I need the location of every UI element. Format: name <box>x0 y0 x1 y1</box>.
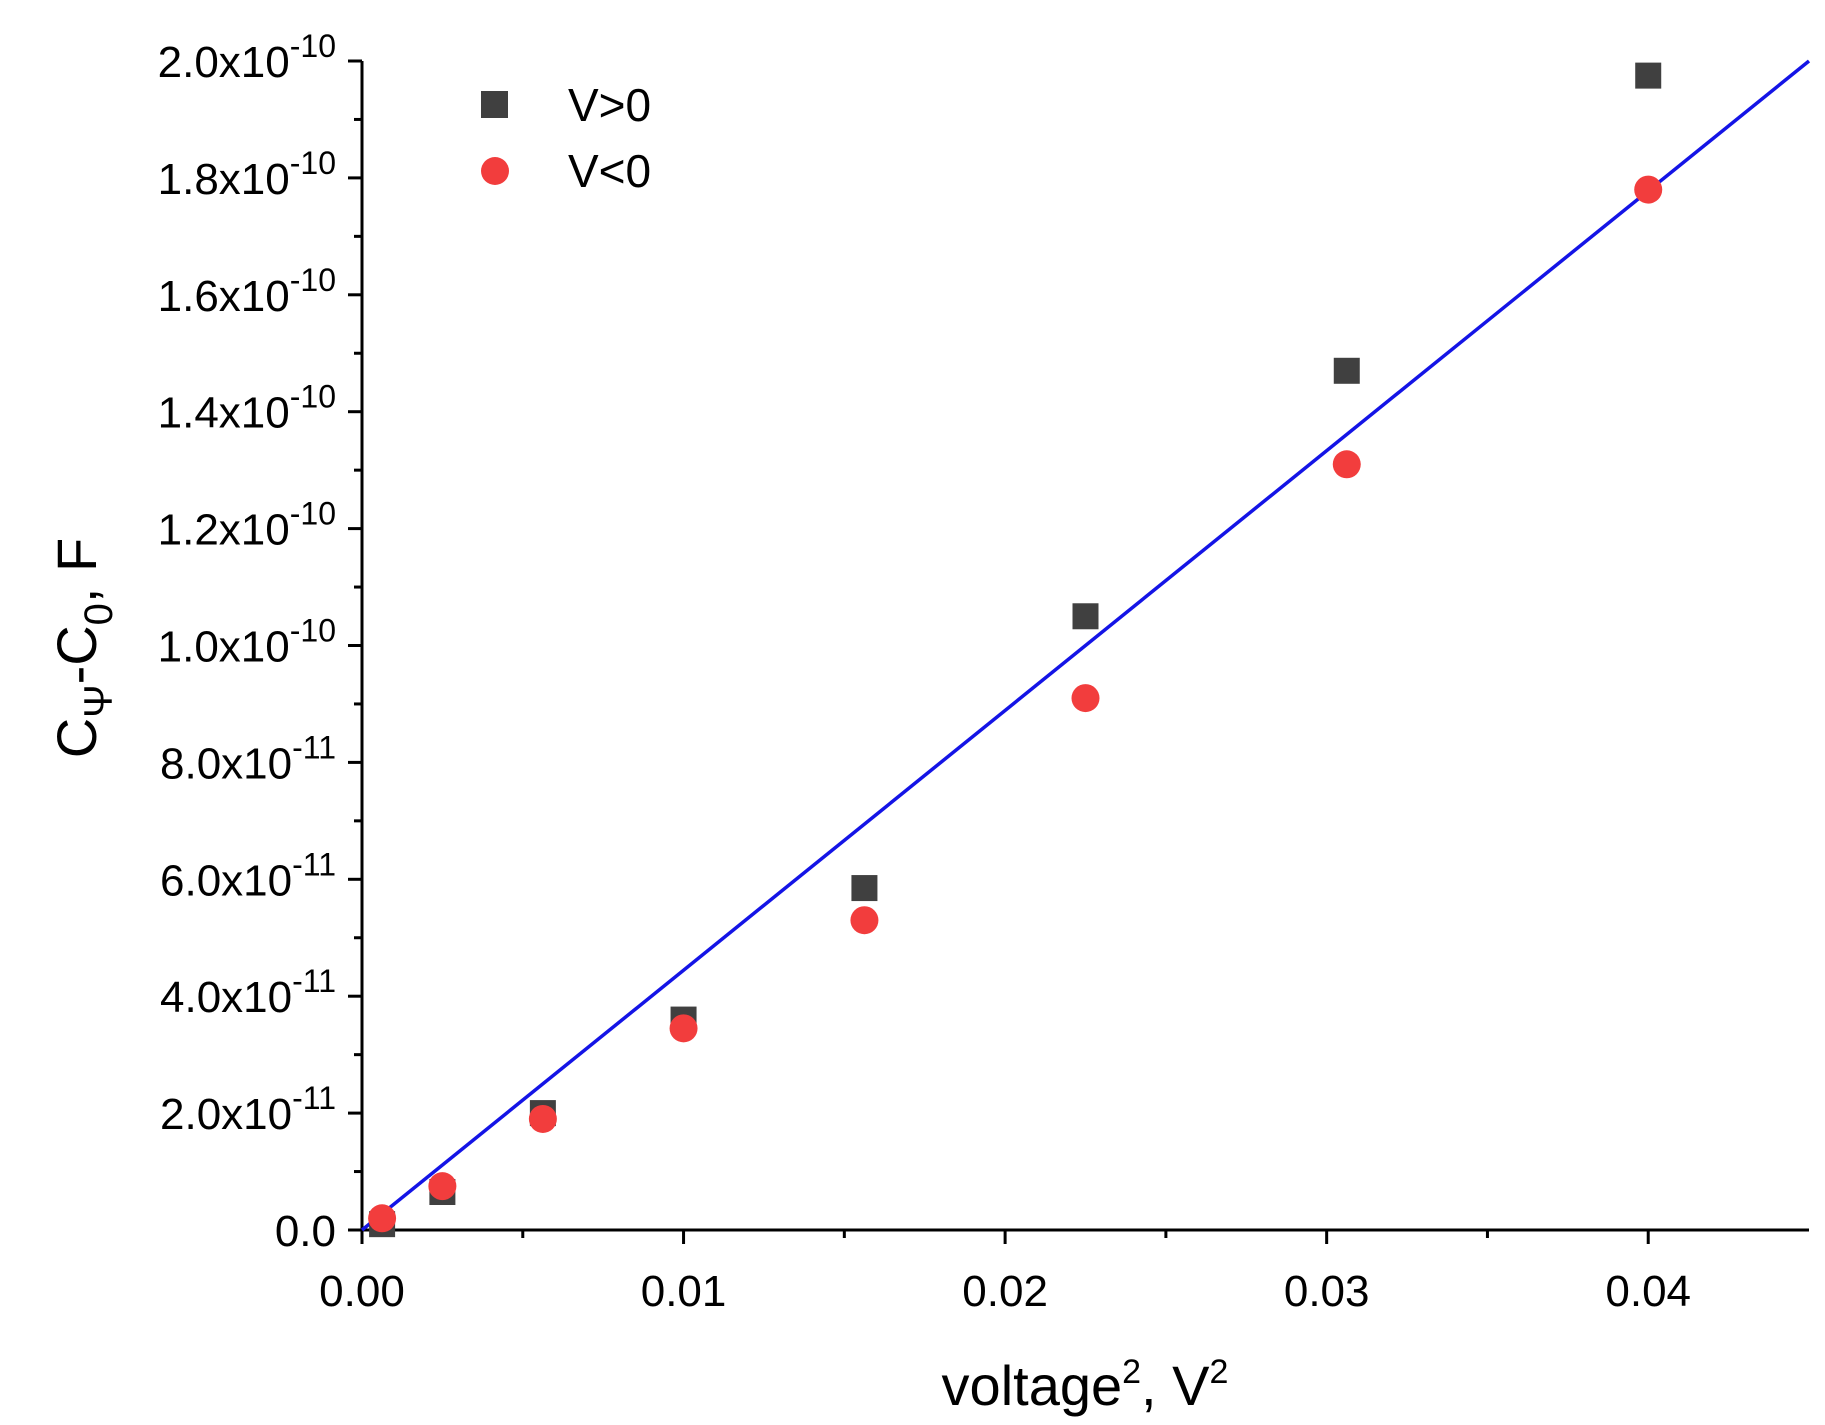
series-v-negative <box>368 175 1663 1233</box>
x-tick-label: 0.01 <box>641 1267 727 1316</box>
data-point-circle <box>368 1204 397 1233</box>
data-point-square <box>1635 62 1662 89</box>
x-tick-label: 0.02 <box>962 1267 1048 1316</box>
x-tick-label: 0.00 <box>319 1267 405 1316</box>
x-tick-label: 0.03 <box>1284 1267 1370 1316</box>
data-point-square <box>851 875 878 902</box>
y-tick-label: 2.0x10-10 <box>158 28 336 87</box>
y-tick-label: 0.0 <box>275 1207 336 1256</box>
y-tick-label: 4.0x10-11 <box>160 963 336 1022</box>
y-axis-title: CΨ-C0, F <box>45 538 121 759</box>
fit-layer <box>360 59 1811 1232</box>
legend-marker-circle <box>481 157 509 185</box>
data-point-circle <box>1071 684 1100 713</box>
data-point-circle <box>850 906 879 935</box>
legend-label-v-negative: V<0 <box>568 145 651 197</box>
data-point-circle <box>528 1104 557 1133</box>
fit-line <box>360 59 1811 1232</box>
y-tick-label: 1.8x10-10 <box>158 145 336 204</box>
series-v-positive <box>369 62 1662 1238</box>
points-layer <box>368 62 1663 1238</box>
data-point-circle <box>1634 175 1663 204</box>
legend: V>0 V<0 <box>481 79 651 197</box>
y-tick-label: 6.0x10-11 <box>160 846 336 905</box>
data-point-circle <box>669 1014 698 1043</box>
data-point-circle <box>428 1172 457 1201</box>
data-point-square <box>1333 357 1360 384</box>
legend-marker-square <box>481 91 508 118</box>
y-tick-label: 8.0x10-11 <box>160 729 336 788</box>
data-point-circle <box>1332 450 1361 479</box>
legend-label-v-positive: V>0 <box>568 79 651 131</box>
x-tick-label: 0.04 <box>1605 1267 1691 1316</box>
x-ticks: 0.00 0.01 0.02 0.03 0.04 <box>319 1230 1691 1316</box>
y-tick-label: 2.0x10-11 <box>160 1080 336 1139</box>
y-ticks: 0.0 2.0x10-11 4.0x10-11 6.0x10-11 8.0x10-11 1… <box>158 28 362 1256</box>
y-tick-label: 1.4x10-10 <box>158 379 336 438</box>
data-point-square <box>1072 603 1099 630</box>
x-axis-title: voltage2, V2 <box>942 1353 1229 1417</box>
y-tick-label: 1.2x10-10 <box>158 496 336 555</box>
y-tick-label: 1.0x10-10 <box>158 613 336 672</box>
y-tick-label: 1.6x10-10 <box>158 262 336 321</box>
